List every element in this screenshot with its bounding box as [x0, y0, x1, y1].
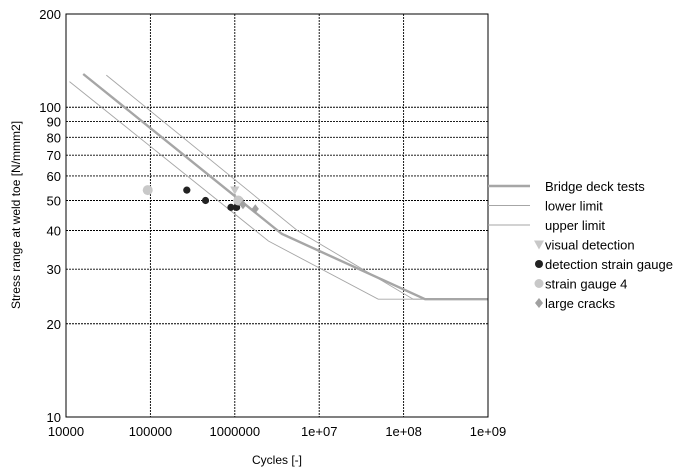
- legend-label: upper limit: [545, 218, 605, 233]
- legend-swatch: [535, 298, 543, 308]
- legend-label: detection strain gauge: [545, 257, 673, 272]
- y-axis-label: Stress range at weld toe [N/mmm2]: [9, 121, 23, 309]
- data-point: [239, 199, 247, 210]
- data-point: [227, 203, 235, 211]
- x-tick-label: 1e+07: [301, 424, 338, 439]
- y-tick-label: 40: [47, 224, 61, 239]
- grid: [66, 14, 488, 417]
- data-point: [232, 203, 241, 211]
- y-tick-label: 10: [47, 410, 61, 425]
- data-point: [201, 196, 210, 205]
- x-tick-label: 1e+09: [470, 424, 507, 439]
- y-tick-label: 70: [47, 148, 61, 163]
- data-points: [142, 185, 259, 214]
- x-tick-label: 10000: [48, 424, 84, 439]
- x-tick-label: 1000000: [209, 424, 260, 439]
- series-lines: [69, 73, 488, 301]
- legend-label: strain gauge 4: [545, 277, 627, 292]
- plot-frame: [65, 13, 489, 418]
- data-point: [142, 185, 153, 196]
- data-point: [230, 186, 240, 195]
- y-tick-label: 80: [47, 130, 61, 145]
- legend-swatch: [535, 260, 543, 268]
- y-tick-label: 50: [47, 193, 61, 208]
- y-tick-label: 20: [47, 317, 61, 332]
- series-line: [82, 73, 488, 301]
- y-tick-label: 200: [39, 7, 61, 22]
- legend-label: large cracks: [545, 296, 616, 311]
- x-tick-label: 1e+08: [385, 424, 422, 439]
- series-line: [106, 74, 488, 300]
- y-tick-label: 60: [47, 169, 61, 184]
- legend: Bridge deck tests lower limit upper limit v…: [488, 179, 673, 311]
- legend-swatch: [534, 279, 544, 288]
- legend-label: Bridge deck tests: [545, 179, 645, 194]
- legend-swatch: [534, 240, 544, 250]
- legend-label: lower limit: [545, 199, 603, 214]
- x-tick-label: 100000: [129, 424, 172, 439]
- data-point: [183, 186, 191, 194]
- y-tick-label: 90: [47, 114, 61, 129]
- x-axis-label: Cycles [-]: [252, 453, 302, 467]
- data-point: [251, 204, 259, 214]
- y-tick-label: 30: [47, 262, 61, 277]
- legend-label: visual detection: [545, 238, 635, 253]
- tick-labels: 10000 100000 1000000 1e+07 1e+08 1e+09 10 20 30 4…: [39, 7, 506, 439]
- y-tick-label: 100: [39, 100, 61, 115]
